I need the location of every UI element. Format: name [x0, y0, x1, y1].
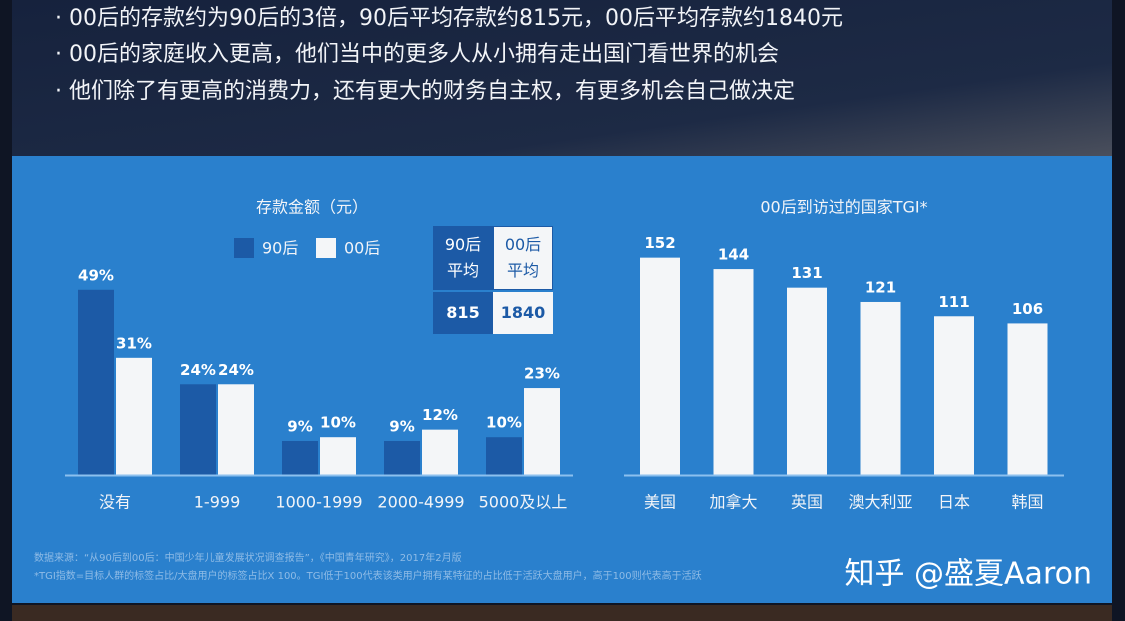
header-photo [12, 0, 1112, 156]
bar [422, 429, 458, 475]
x-tick-label: 1000-1999 [275, 493, 362, 512]
chart-title: 存款金额（元） [256, 198, 368, 217]
chart-title: 00后到访过的国家TGI* [760, 198, 927, 217]
bar [640, 257, 680, 475]
bar [218, 384, 254, 475]
bar [524, 388, 560, 475]
legend-label: 00后 [344, 239, 380, 258]
bullet: · 00后的存款约为90后的3倍，90后平均存款约815元，00后平均存款约18… [55, 6, 843, 31]
watermark-bg [815, 550, 1105, 600]
bar [787, 287, 827, 475]
x-tick-label: 5000及以上 [479, 493, 568, 512]
bar [180, 384, 216, 475]
data-label: 131 [791, 264, 822, 282]
data-label: 12% [422, 406, 458, 424]
watermark: 知乎 @盛夏Aaron [845, 557, 1093, 592]
source-note: *TGI指数=目标人群的标签占比/大盘用户的标签占比X 100。TGI低于100… [34, 569, 702, 582]
bar [860, 301, 901, 475]
table-header: 00后 平均 [493, 226, 553, 290]
legend-swatch [316, 238, 336, 258]
bottom-photo [12, 605, 1112, 621]
bar [384, 440, 420, 475]
data-label: 9% [389, 417, 414, 435]
legend-label: 90后 [262, 239, 298, 258]
x-tick-label: 2000-4999 [377, 493, 464, 512]
data-label: 23% [524, 365, 560, 383]
bar [282, 440, 318, 475]
bullet: · 他们除了有更高的消费力，还有更大的财务自主权，有更多机会自己做决定 [55, 79, 795, 104]
data-label: 24% [180, 361, 216, 379]
panel [12, 156, 1112, 603]
table-header: 90后 平均 [433, 226, 493, 290]
x-tick-label: 没有 [99, 493, 131, 512]
data-label: 152 [644, 234, 675, 252]
table-value: 1840 [493, 292, 553, 334]
bar [1007, 323, 1048, 475]
table-value: 815 [433, 292, 493, 334]
data-label: 121 [865, 278, 896, 296]
bar [116, 357, 152, 475]
bar [713, 269, 754, 475]
x-tick-label: 韩国 [1011, 493, 1043, 512]
data-label: 31% [116, 334, 152, 352]
data-label: 10% [486, 414, 522, 432]
legend-swatch [234, 238, 254, 258]
bullet: · 00后的家庭收入更高，他们当中的更多人从小拥有走出国门看世界的机会 [55, 42, 779, 67]
bar [486, 437, 522, 475]
x-tick-label: 日本 [938, 493, 970, 512]
x-tick-label: 1-999 [194, 493, 241, 512]
bar [78, 289, 114, 475]
data-label: 10% [320, 414, 356, 432]
source-note: 数据来源：“从90后到00后：中国少年儿童发展状况调查报告”，《中国青年研究》，… [34, 551, 462, 564]
x-tick-label: 英国 [791, 493, 823, 512]
bar [934, 316, 974, 475]
data-label: 49% [78, 266, 114, 284]
data-label: 111 [938, 293, 969, 311]
data-label: 144 [718, 246, 749, 264]
x-tick-label: 澳大利亚 [848, 493, 912, 512]
x-tick-label: 美国 [644, 493, 676, 512]
x-tick-label: 加拿大 [709, 493, 757, 512]
data-label: 9% [287, 417, 312, 435]
data-label: 24% [218, 361, 254, 379]
data-label: 106 [1012, 300, 1043, 318]
bar [320, 437, 356, 475]
